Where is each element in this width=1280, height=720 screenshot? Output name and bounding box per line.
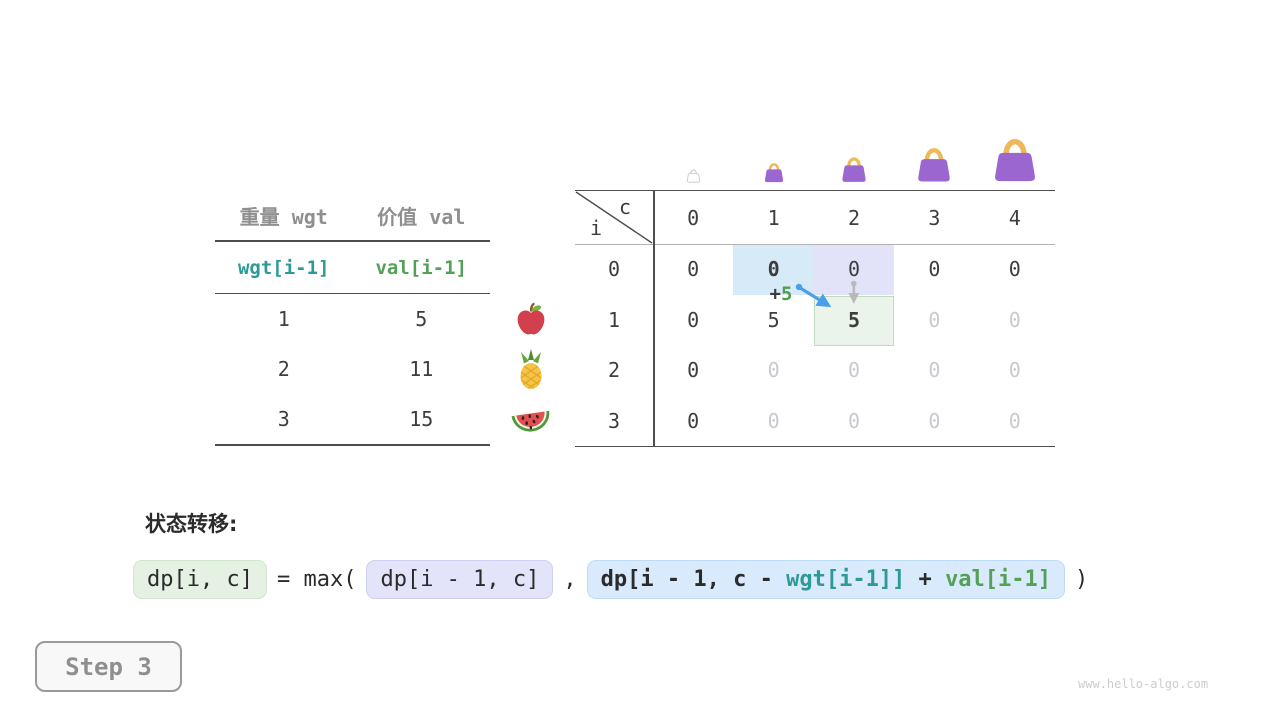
arg2-wgt-term: wgt[i-1]] bbox=[786, 567, 906, 592]
col-variable-label: c bbox=[619, 195, 632, 219]
arg2-plus: + bbox=[905, 567, 946, 592]
item-icons-column bbox=[502, 294, 560, 444]
dp-corner-cell: c i bbox=[575, 191, 653, 244]
dp-col-header: 0 bbox=[687, 205, 700, 230]
dp-cell-3-3: 0 bbox=[928, 408, 941, 433]
items-table-body: 1 5 2 11 3 15 bbox=[215, 294, 490, 444]
dp-cell-3-4: 0 bbox=[1008, 408, 1021, 433]
dp-row: 2 0 0 0 0 0 bbox=[575, 345, 1055, 396]
weight-column-header: 重量 wgt bbox=[239, 204, 328, 229]
row-variable-label: i bbox=[590, 216, 603, 240]
dp-col-header: 4 bbox=[1008, 205, 1021, 230]
formula-comma: , bbox=[563, 567, 577, 592]
dp-cell-1-4: 0 bbox=[1008, 307, 1021, 332]
dp-cell-0-2: 0 bbox=[847, 257, 860, 282]
handbag-icon bbox=[733, 159, 813, 183]
formula-lhs-pill: dp[i, c] bbox=[133, 560, 267, 599]
item-weight: 1 bbox=[277, 307, 290, 331]
dp-row-label: 2 bbox=[607, 358, 621, 383]
diagonal-line bbox=[575, 191, 653, 244]
formula-close-paren: ) bbox=[1075, 567, 1089, 592]
dp-cell-2-2: 0 bbox=[847, 358, 860, 383]
handbag-icon bbox=[975, 130, 1055, 183]
added-value: 5 bbox=[781, 283, 793, 305]
dp-cell-1-1: 5 bbox=[767, 307, 780, 332]
items-table-row: 3 15 bbox=[215, 394, 490, 444]
watermelon-icon bbox=[502, 394, 560, 444]
dp-cell-0-1: 0 bbox=[767, 257, 780, 282]
value-column-header: 价值 val bbox=[377, 204, 466, 229]
arg2-val-term: val[i-1] bbox=[945, 567, 1052, 592]
empty-bag-icon bbox=[653, 166, 733, 183]
dp-row-label: 3 bbox=[607, 408, 621, 433]
pineapple-icon bbox=[502, 344, 560, 394]
dp-cell-2-4: 0 bbox=[1008, 358, 1021, 383]
apple-icon bbox=[502, 294, 560, 344]
dp-cell-2-3: 0 bbox=[928, 358, 941, 383]
item-weight: 2 bbox=[277, 357, 290, 381]
capacity-bags-row bbox=[575, 134, 1055, 186]
item-weight: 3 bbox=[277, 407, 290, 431]
dp-cell-1-0: 0 bbox=[687, 307, 700, 332]
items-table-row: 2 11 bbox=[215, 344, 490, 394]
dp-header-row: 0 1 2 3 4 bbox=[575, 191, 1055, 244]
dp-vertical-rule bbox=[653, 191, 655, 446]
item-value: 11 bbox=[409, 357, 434, 381]
dp-cell-2-0: 0 bbox=[687, 358, 700, 383]
formula-arg1-pill: dp[i - 1, c] bbox=[366, 560, 554, 599]
state-transition-label: 状态转移: bbox=[145, 512, 238, 536]
val-index-label: val[i-1] bbox=[375, 256, 467, 279]
dp-col-header: 3 bbox=[928, 205, 941, 230]
dp-cell-1-3: 0 bbox=[928, 307, 941, 332]
items-table-header: 重量 wgt 价值 val bbox=[215, 190, 490, 240]
step-badge: Step 3 bbox=[35, 641, 182, 692]
dp-row: 1 0 5 5 0 0 bbox=[575, 295, 1055, 346]
wgt-index-label: wgt[i-1] bbox=[237, 256, 330, 279]
dp-col-header: 1 bbox=[767, 205, 780, 230]
divider bbox=[215, 240, 490, 242]
items-table: 重量 wgt 价值 val wgt[i-1] val[i-1] 1 5 2 11 3 15 bbox=[215, 190, 490, 446]
formula-arg2-pill: dp[i - 1, c - wgt[i-1]] + val[i-1] bbox=[586, 560, 1066, 599]
dp-cell-0-0: 0 bbox=[687, 257, 700, 282]
dp-cell-0-4: 0 bbox=[1008, 257, 1021, 282]
dp-row-label: 0 bbox=[607, 257, 621, 282]
dp-cell-0-3: 0 bbox=[928, 257, 941, 282]
item-value: 5 bbox=[415, 307, 428, 331]
transition-annotation: +5 bbox=[759, 281, 803, 307]
dp-cell-3-2: 0 bbox=[847, 408, 860, 433]
arg2-prefix: dp[i - 1, c - bbox=[600, 567, 787, 592]
dp-row-label: 1 bbox=[607, 307, 621, 332]
dp-cell-2-1: 0 bbox=[767, 358, 780, 383]
handbag-icon bbox=[894, 141, 974, 183]
dp-row: 0 0 0 0 0 0 bbox=[575, 244, 1055, 295]
dp-row: 3 0 0 0 0 0 bbox=[575, 396, 1055, 447]
formula-eq-max: = max( bbox=[276, 567, 357, 592]
dp-header-separator bbox=[575, 244, 1055, 246]
items-table-index-row: wgt[i-1] val[i-1] bbox=[215, 242, 490, 293]
state-transition-formula: dp[i, c] = max( dp[i - 1, c] , dp[i - 1,… bbox=[133, 560, 1088, 599]
dp-col-header: 2 bbox=[847, 205, 860, 230]
item-value: 15 bbox=[409, 407, 434, 431]
handbag-icon bbox=[814, 152, 894, 183]
dp-cell-3-1: 0 bbox=[767, 408, 780, 433]
watermark: www.hello-algo.com bbox=[1078, 677, 1209, 691]
plus-sign: + bbox=[769, 283, 781, 305]
dp-cell-3-0: 0 bbox=[687, 408, 700, 433]
divider bbox=[215, 444, 490, 446]
dp-cell-1-2: 5 bbox=[847, 307, 860, 332]
divider bbox=[215, 293, 490, 294]
